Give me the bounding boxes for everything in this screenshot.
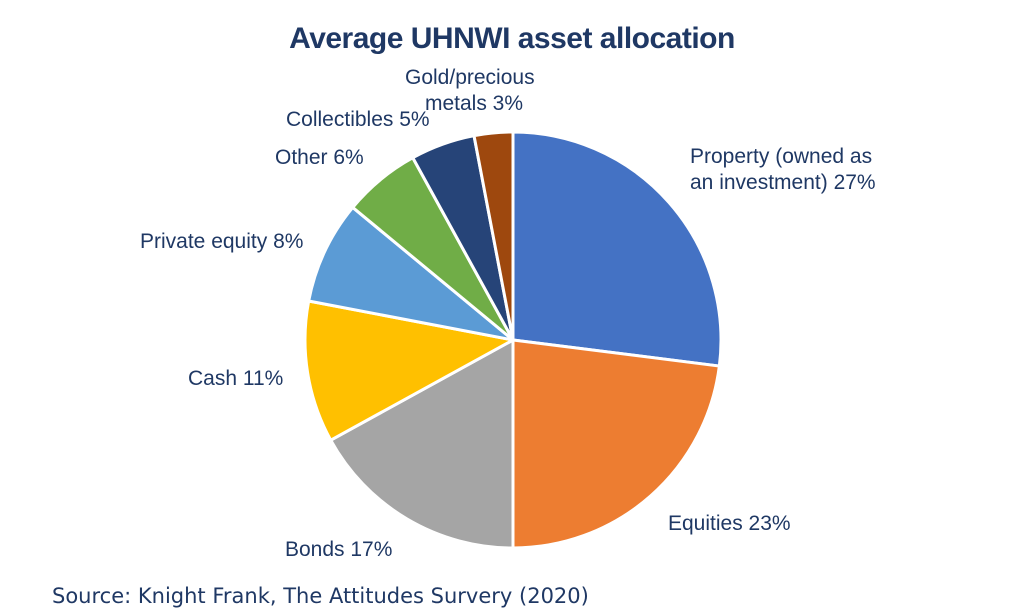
- slice-label-line: metals 3%: [425, 92, 523, 115]
- slice-label-line: Other 6%: [275, 146, 364, 169]
- slice-label: Cash 11%: [188, 367, 283, 390]
- slice-label-line: Collectibles 5%: [286, 108, 430, 131]
- pie-slice: [329, 338, 515, 550]
- slice-label: Private equity 8%: [140, 230, 303, 253]
- pie-labels: Property (owned as an investment) 27% Equi…: [140, 66, 876, 561]
- source-note: Source: Knight Frank, The Attitudes Surv…: [52, 584, 589, 608]
- slice-label: Property (owned as an investment) 27%: [690, 145, 876, 194]
- slice-label-line: Bonds 17%: [285, 538, 392, 561]
- slice-label: Other 6%: [275, 146, 364, 169]
- slice-label: Collectibles 5%: [286, 108, 430, 131]
- slice-label-line: an investment) 27%: [690, 171, 876, 194]
- slice-label: Bonds 17%: [285, 538, 392, 561]
- pie-slice: [511, 130, 723, 368]
- slice-label-line: Cash 11%: [188, 367, 283, 390]
- pie-slice: [303, 299, 515, 442]
- pie-slice: [511, 338, 721, 550]
- slice-label: Gold/precious metals 3%: [405, 66, 535, 115]
- slice-label-line: Gold/precious: [405, 66, 535, 89]
- chart-title: Average UHNWI asset allocation: [289, 22, 735, 55]
- pie-slice: [307, 205, 515, 342]
- slice-label: Equities 23%: [668, 512, 791, 535]
- slice-label-line: Property (owned as: [690, 145, 872, 168]
- slice-label-line: Private equity 8%: [140, 230, 303, 253]
- slice-label-line: Equities 23%: [668, 512, 791, 535]
- pie-slices: [303, 130, 723, 550]
- pie-slice: [472, 130, 515, 342]
